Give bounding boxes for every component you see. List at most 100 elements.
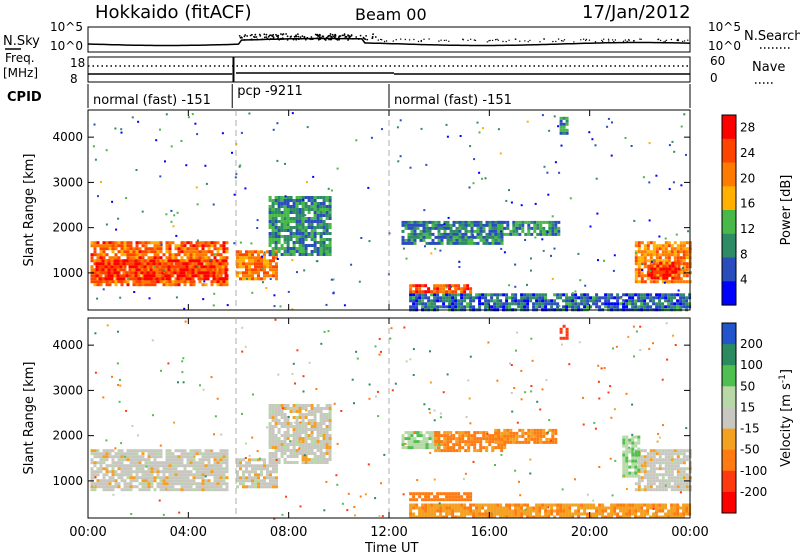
data-cell — [467, 235, 471, 239]
data-cell — [559, 509, 563, 513]
data-cell — [430, 509, 434, 513]
data-cell — [239, 461, 242, 465]
data-cell — [482, 437, 486, 441]
data-cell — [565, 119, 569, 123]
data-cell — [424, 515, 428, 519]
nsearch-point — [300, 37, 302, 40]
data-cell — [650, 276, 654, 280]
data-cell — [603, 259, 605, 262]
data-cell — [461, 241, 465, 245]
data-cell — [661, 473, 665, 477]
data-cell — [544, 299, 548, 303]
data-cell — [422, 229, 426, 233]
data-cell — [133, 291, 136, 293]
data-cell — [176, 262, 180, 266]
data-cell — [521, 440, 525, 444]
data-cell — [189, 461, 193, 465]
data-cell — [113, 271, 117, 275]
data-cell — [120, 455, 124, 459]
data-cell — [189, 265, 193, 269]
data-cell — [174, 482, 178, 486]
data-cell — [434, 235, 438, 239]
data-cell — [679, 488, 683, 492]
data-cell — [527, 229, 531, 233]
data-cell — [316, 241, 320, 244]
data-cell — [277, 443, 281, 446]
data-cell — [685, 280, 689, 284]
data-cell — [676, 488, 680, 492]
data-cell — [122, 271, 126, 275]
data-cell — [469, 290, 473, 294]
data-cell — [301, 422, 305, 425]
nsearch-point — [263, 33, 266, 36]
data-cell — [239, 256, 242, 260]
data-cell — [658, 302, 662, 306]
data-cell — [209, 265, 213, 269]
data-cell — [643, 461, 647, 465]
data-cell — [196, 133, 199, 136]
data-cell — [260, 482, 263, 486]
data-cell — [271, 217, 275, 220]
data-cell — [673, 274, 677, 278]
nsearch-point — [670, 38, 673, 41]
data-cell — [640, 253, 644, 257]
data-cell — [430, 302, 434, 306]
data-cell — [152, 277, 156, 281]
data-cell — [254, 464, 257, 468]
data-cell — [652, 461, 656, 465]
data-cell — [283, 223, 287, 226]
data-cell — [628, 506, 632, 510]
data-cell — [251, 479, 254, 483]
data-cell — [310, 235, 314, 238]
data-cell — [640, 271, 644, 275]
data-cell — [313, 196, 317, 199]
data-cell — [200, 259, 204, 263]
data-cell — [433, 498, 437, 502]
data-cell — [222, 467, 226, 471]
data-cell — [470, 434, 474, 438]
data-cell — [493, 293, 497, 297]
data-cell — [637, 247, 641, 251]
data-cell — [134, 262, 138, 266]
data-cell — [291, 259, 294, 262]
data-cell — [283, 452, 287, 455]
data-cell — [117, 256, 121, 260]
data-cell — [128, 265, 132, 269]
data-cell — [668, 188, 671, 190]
data-cell — [422, 434, 426, 438]
data-cell — [313, 205, 317, 208]
data-cell — [183, 283, 187, 287]
data-cell — [410, 443, 414, 447]
data-cell — [481, 296, 485, 300]
data-cell — [646, 506, 650, 510]
data-cell — [198, 482, 202, 486]
data-cell — [640, 299, 644, 303]
data-cell — [286, 214, 290, 217]
data-cell — [439, 296, 443, 300]
data-cell — [538, 302, 542, 306]
data-cell — [475, 512, 479, 516]
data-cell — [434, 247, 437, 250]
data-cell — [437, 220, 441, 224]
data-cell — [205, 182, 208, 185]
data-cell — [663, 281, 666, 284]
data-cell — [463, 506, 467, 510]
data-cell — [216, 485, 220, 489]
data-cell — [655, 262, 659, 266]
data-cell — [301, 413, 305, 416]
data-cell — [198, 452, 202, 456]
data-cell — [310, 202, 314, 205]
data-cell — [304, 428, 308, 431]
data-cell — [274, 220, 278, 223]
data-cell — [96, 482, 100, 486]
data-cell — [523, 512, 527, 516]
data-cell — [676, 449, 680, 453]
nsearch-point — [334, 37, 337, 40]
data-cell — [188, 271, 192, 275]
data-cell — [592, 515, 596, 519]
data-cell — [310, 434, 314, 437]
data-cell — [487, 512, 491, 516]
data-cell — [138, 265, 142, 269]
data-cell — [631, 512, 635, 516]
data-cell — [280, 440, 284, 443]
